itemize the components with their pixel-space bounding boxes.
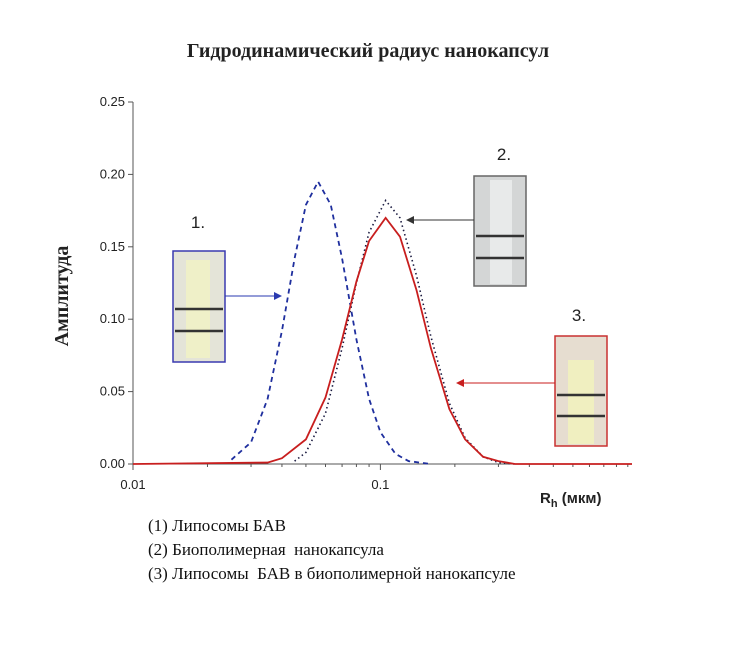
x-tick-label: 0.1 <box>371 477 389 492</box>
annotation: 1. <box>191 213 205 232</box>
y-tick-label: 0.00 <box>100 456 125 471</box>
y-tick-label: 0.20 <box>100 166 125 181</box>
chart: Гидродинамический радиус нанокапсул Ампл… <box>51 40 632 510</box>
y-tick-label: 0.25 <box>100 94 125 109</box>
photo-3 <box>554 335 608 447</box>
y-axis-label: Амплитуда <box>51 246 73 347</box>
x-label-sub: h <box>551 498 558 510</box>
x-label-unit: (мкм) <box>558 490 602 507</box>
x-label-main: R <box>540 490 551 507</box>
series-line <box>230 179 432 465</box>
x-tick-label: 0.01 <box>120 477 145 492</box>
y-tick-label: 0.15 <box>100 239 125 254</box>
chart-title: Гидродинамический радиус нанокапсул <box>187 40 549 62</box>
y-tick-label: 0.10 <box>100 311 125 326</box>
annotation: 2. <box>497 145 511 164</box>
notes: (1) Липосомы БАВ (2) Биополимерная нанока… <box>148 514 528 586</box>
series-line <box>132 216 632 465</box>
photo-1 <box>172 250 226 363</box>
annotation: 3. <box>572 306 586 325</box>
note: (2) Биополимерная нанокапсула <box>148 540 384 559</box>
note: (1) Липосомы БАВ <box>148 516 287 535</box>
note: (3) Липосомы БАВ в биополимерной нанокап… <box>148 564 516 583</box>
y-tick-label: 0.05 <box>100 384 125 399</box>
photo-2 <box>473 175 527 287</box>
x-axis-label: Rh (мкм) <box>540 490 601 510</box>
